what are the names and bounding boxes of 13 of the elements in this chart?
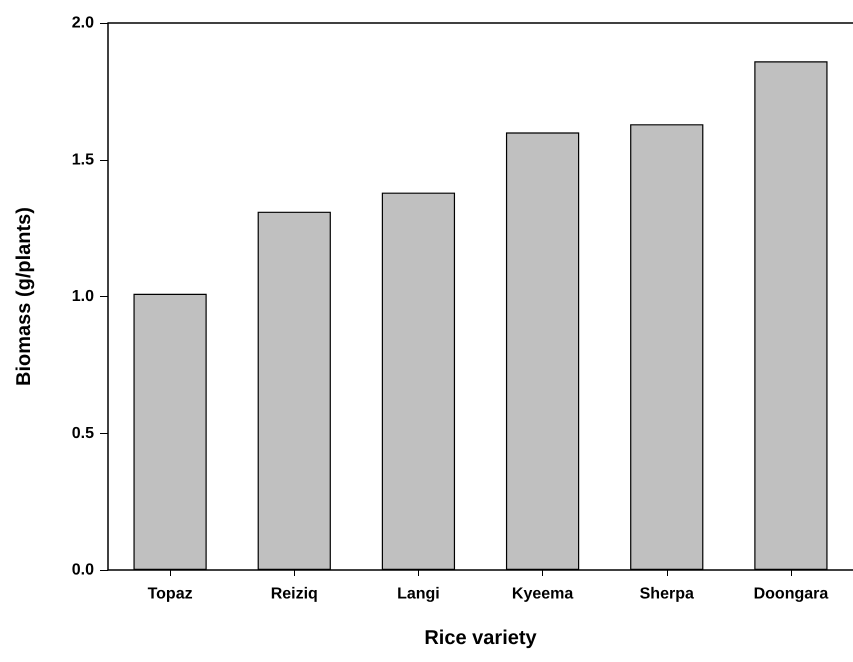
x-tick-label: Langi	[397, 586, 440, 602]
x-tick-label: Reiziq	[270, 586, 318, 602]
x-tick-label: Sherpa	[640, 586, 694, 602]
x-tick-label: Topaz	[148, 586, 193, 602]
y-tick-label: 1.5	[72, 151, 94, 168]
y-tick-label: 0.0	[72, 562, 94, 578]
y-tick-label: 0.5	[72, 424, 94, 442]
y-tick-label: 1.0	[72, 288, 94, 305]
x-tick-label: Kyeema	[512, 586, 574, 602]
y-axis-title: Biomass (g/plants)	[13, 207, 35, 386]
x-axis-title: Rice variety	[424, 627, 538, 649]
y-tick-label: 2.0	[72, 14, 94, 32]
x-tick-label: Doongara	[754, 586, 828, 602]
